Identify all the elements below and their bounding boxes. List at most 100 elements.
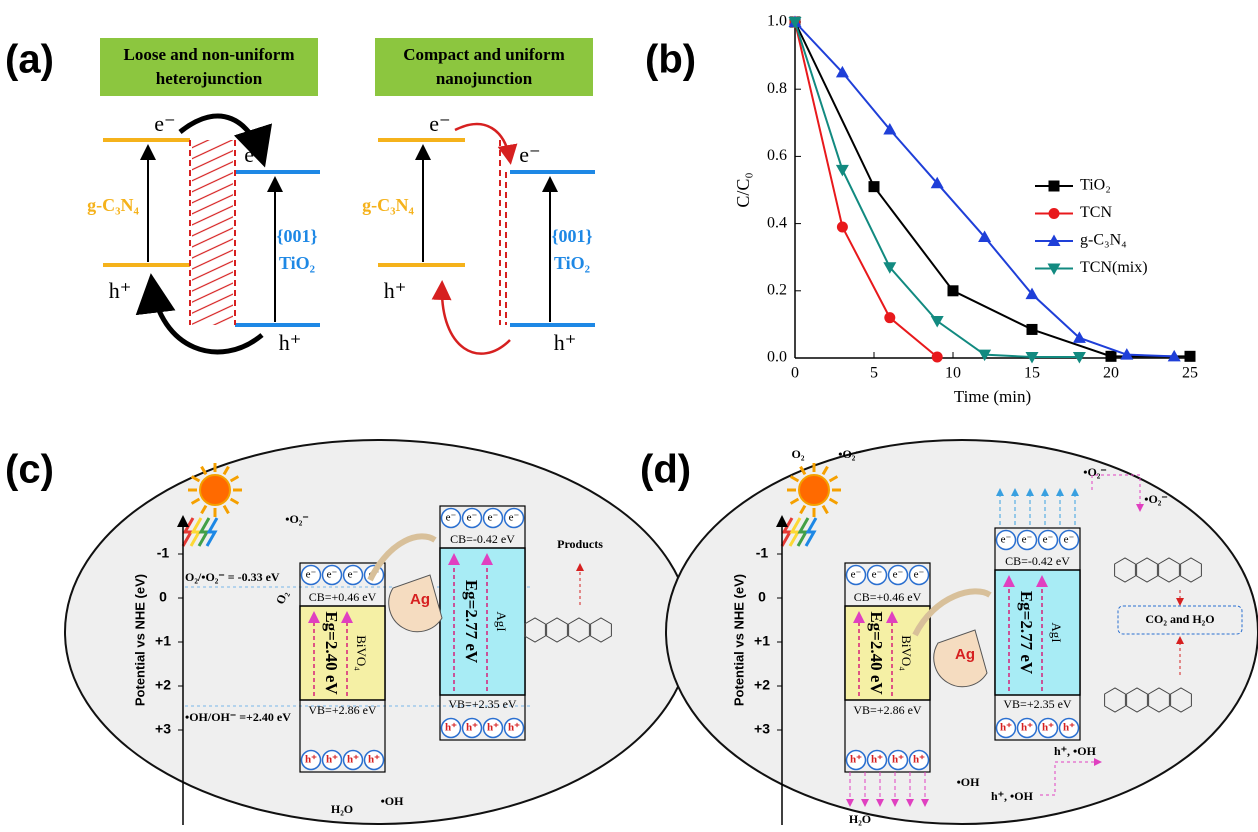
sun-ray: [229, 475, 240, 483]
y-tick-label: 0.4: [767, 214, 787, 231]
molecule-ring: [568, 617, 590, 643]
hole: [908, 749, 930, 771]
series-line: [794, 21, 938, 358]
electron: [1016, 529, 1038, 551]
light: [796, 517, 810, 547]
hole-label: h⁺: [445, 722, 457, 734]
electron-label: e⁻: [348, 569, 359, 581]
electron: [342, 564, 364, 586]
axis-label: Potential vs NHE (eV): [731, 574, 746, 706]
electron-label: e⁻: [306, 569, 317, 581]
x-axis-label: Time (min): [954, 387, 1031, 406]
annotation: Products: [557, 537, 603, 551]
cb-label: CB=-0.42 eV: [450, 532, 515, 546]
band-gap: [299, 605, 386, 701]
marker: [978, 230, 992, 243]
label: h⁺: [109, 278, 132, 303]
eg-label: Eg=2.77 eV: [1017, 591, 1036, 675]
sun-ray: [190, 497, 201, 505]
label: {001}: [276, 226, 317, 246]
hole-label: h⁺: [1000, 722, 1012, 734]
molecule-ring: [546, 617, 568, 643]
x-tick-label: 20: [1103, 365, 1119, 382]
electron: [503, 507, 525, 529]
cb-label: CB=-0.42 eV: [1005, 554, 1070, 568]
hole-label: h⁺: [1021, 722, 1033, 734]
molecule-ring: [1104, 687, 1126, 713]
annotation: •O₂⁻: [838, 447, 861, 461]
electron: [482, 507, 504, 529]
tick-label: +1: [155, 633, 171, 649]
panel-label: (b): [645, 38, 696, 82]
molecule-ring: [1170, 687, 1192, 713]
electron: [440, 507, 462, 529]
annotation: O₂: [792, 447, 805, 461]
light: [189, 517, 203, 547]
electron-label: e⁻: [1022, 534, 1033, 546]
annotation: h⁺, •OH: [1054, 744, 1097, 758]
electron-label: e⁻: [1064, 534, 1075, 546]
marker: [884, 312, 896, 324]
marker: [868, 181, 880, 193]
material-label: BiVO₄: [899, 635, 914, 671]
marker: [1072, 351, 1086, 364]
transfer-arrow: [431, 280, 511, 355]
hole: [1037, 717, 1059, 739]
title-box: [375, 38, 593, 96]
electron-label: e⁻: [327, 569, 338, 581]
label: g-C₃N₄: [362, 195, 414, 215]
light: [205, 517, 219, 547]
hole: [363, 749, 385, 771]
electron-label: e⁻: [1001, 534, 1012, 546]
electron-label: e⁻: [446, 512, 457, 524]
junction-title: heterojunction: [156, 69, 263, 88]
label: h⁺: [279, 330, 302, 355]
hole-label: h⁺: [508, 722, 520, 734]
annotation: •OH: [957, 775, 981, 789]
electron-label: e⁻: [872, 569, 883, 581]
hole-label: h⁺: [466, 722, 478, 734]
hole: [995, 717, 1017, 739]
sun: [798, 474, 830, 506]
sun-ray: [222, 504, 230, 515]
junction-title: Loose and non-uniform: [124, 45, 295, 64]
label: h⁺: [384, 278, 407, 303]
marker: [947, 285, 959, 297]
legend-marker: [1047, 263, 1061, 275]
annotation: •O₂⁻: [1083, 465, 1106, 479]
electron: [1037, 529, 1059, 551]
electron-label: e⁻: [914, 569, 925, 581]
molecule-ring: [1114, 557, 1136, 583]
panel-label: (d): [640, 448, 691, 492]
electron: [995, 529, 1017, 551]
y-tick-label: 0.0: [767, 349, 787, 366]
x-tick-label: 10: [945, 365, 961, 382]
label: e⁻: [154, 111, 175, 136]
eg-label: Eg=2.40 eV: [322, 611, 341, 695]
molecule-ring: [590, 617, 612, 643]
electron: [321, 564, 343, 586]
junction-title: nanojunction: [436, 69, 533, 88]
marker: [883, 123, 897, 135]
vb-label: VB=+2.86 eV: [853, 703, 922, 717]
marker: [930, 176, 944, 189]
molecule-ring: [1126, 687, 1148, 713]
electron: [845, 564, 867, 586]
electron-label: e⁻: [851, 569, 862, 581]
marker: [883, 262, 897, 274]
sun-ray: [200, 504, 208, 515]
hole: [300, 749, 322, 771]
vb-label: VB=+2.35 eV: [448, 697, 517, 711]
hole: [321, 749, 343, 771]
sun-ray: [789, 497, 800, 505]
marker: [1025, 351, 1039, 364]
tick-label: -1: [756, 545, 769, 561]
x-tick-label: 0: [791, 365, 799, 382]
hole-label: h⁺: [305, 754, 317, 766]
marker: [835, 65, 849, 78]
sun: [199, 474, 231, 506]
electron: [887, 564, 909, 586]
hole: [440, 717, 462, 739]
eg-label: Eg=2.40 eV: [867, 611, 886, 695]
